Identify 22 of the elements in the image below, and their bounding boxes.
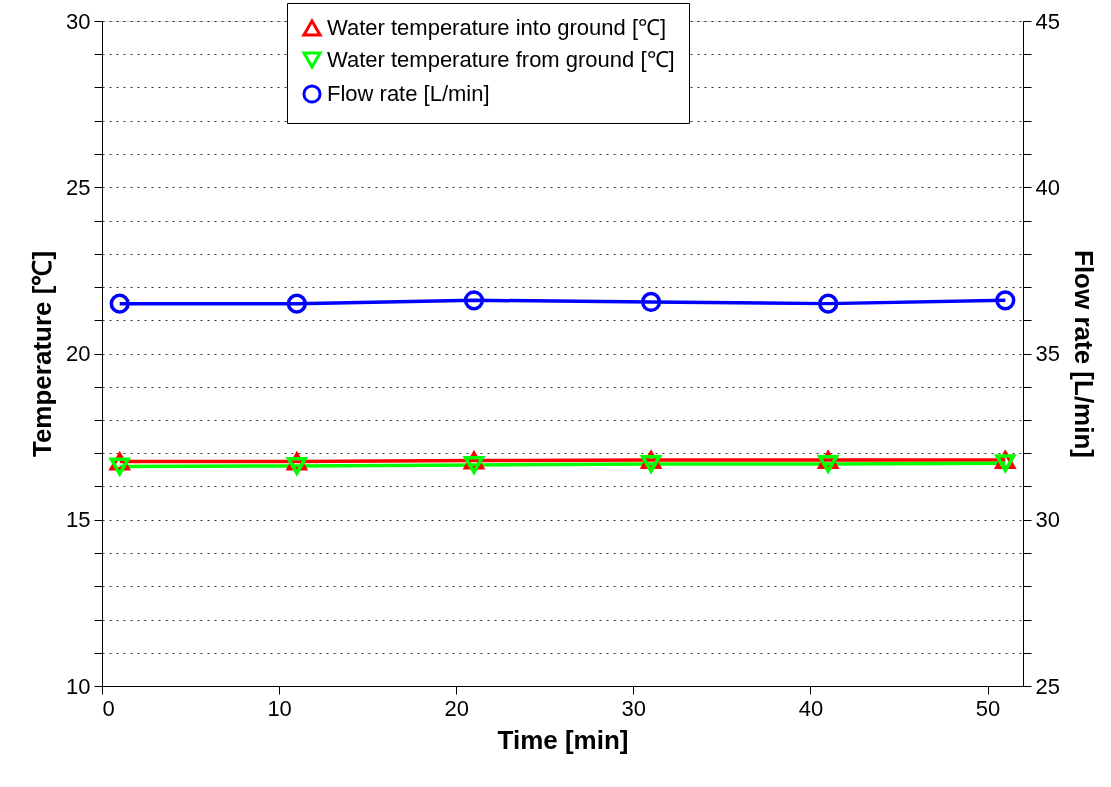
y2-tick-label: 40 bbox=[1035, 174, 1060, 200]
legend-label: Water temperature from ground [℃] bbox=[327, 47, 675, 72]
y-tick-label: 15 bbox=[66, 507, 91, 533]
legend-label: Flow rate [L/min] bbox=[327, 81, 490, 106]
x-tick-label: 0 bbox=[102, 695, 115, 721]
x-tick-label: 10 bbox=[267, 695, 292, 721]
x-tick-label: 40 bbox=[798, 695, 824, 721]
y-tick-label: 20 bbox=[66, 341, 91, 366]
y2-tick-label: 45 bbox=[1035, 8, 1060, 34]
y2-tick-label: 35 bbox=[1035, 341, 1060, 366]
y2-tick-label: 25 bbox=[1035, 673, 1060, 699]
legend-label: Water temperature into ground [℃] bbox=[327, 15, 667, 40]
y-tick-label: 10 bbox=[66, 673, 91, 699]
y-tick-label: 25 bbox=[66, 174, 91, 200]
y2-axis-title: Flow rate [L/min] bbox=[1068, 250, 1099, 458]
y-axis-title: Temperature [℃] bbox=[27, 250, 58, 458]
x-tick-label: 30 bbox=[621, 695, 647, 721]
x-tick-label: 20 bbox=[444, 695, 469, 721]
y-tick-label: 30 bbox=[66, 8, 91, 34]
x-tick-label: 50 bbox=[975, 695, 1001, 721]
y2-tick-label: 30 bbox=[1035, 507, 1060, 533]
x-axis-title: Time [min] bbox=[497, 724, 629, 755]
